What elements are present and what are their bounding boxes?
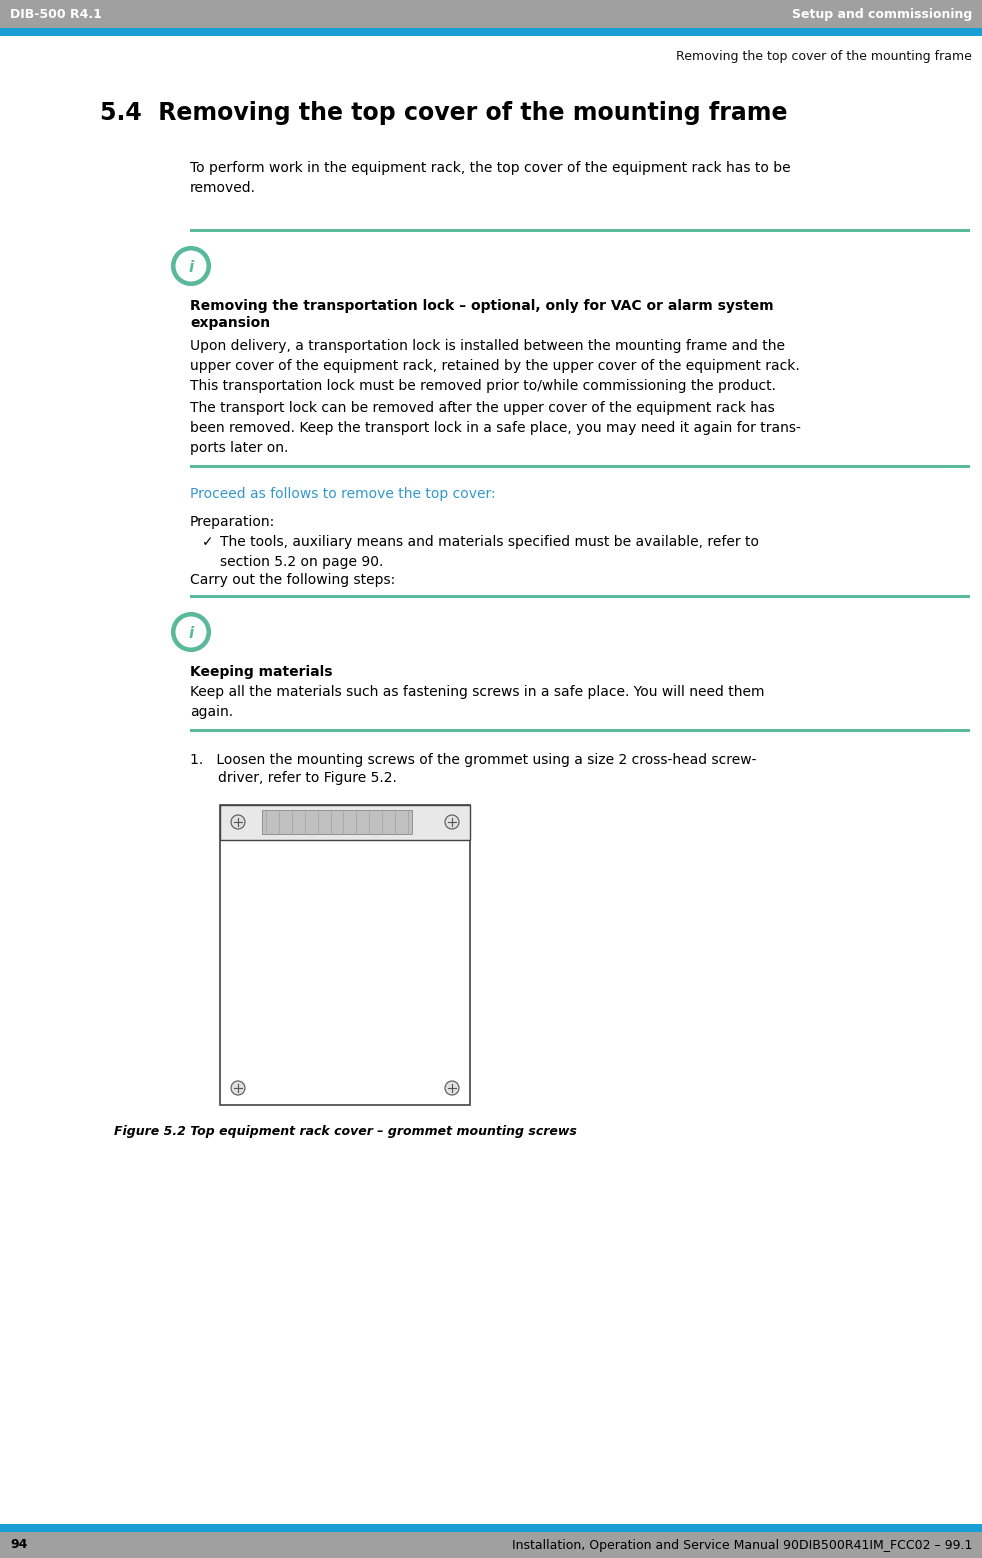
Bar <box>0 0 982 28</box>
Text: 1.   Loosen the mounting screws of the grommet using a size 2 cross-head screw-: 1. Loosen the mounting screws of the gro… <box>190 753 756 767</box>
Text: 5.4  Removing the top cover of the mounting frame: 5.4 Removing the top cover of the mounti… <box>100 101 788 125</box>
Text: 94: 94 <box>10 1538 27 1552</box>
Bar <box>190 595 970 598</box>
Bar <box>0 28 982 36</box>
Circle shape <box>445 1081 459 1095</box>
Text: Keeping materials: Keeping materials <box>190 665 333 679</box>
Circle shape <box>172 248 210 285</box>
Circle shape <box>445 815 459 829</box>
Circle shape <box>176 617 206 648</box>
Text: i: i <box>189 625 193 640</box>
Bar <box>0 1532 982 1558</box>
Text: To perform work in the equipment rack, the top cover of the equipment rack has t: To perform work in the equipment rack, t… <box>190 160 791 195</box>
Text: Removing the top cover of the mounting frame: Removing the top cover of the mounting f… <box>677 50 972 62</box>
Bar <box>190 229 970 232</box>
Text: Upon delivery, a transportation lock is installed between the mounting frame and: Upon delivery, a transportation lock is … <box>190 340 799 393</box>
Text: Removing the transportation lock – optional, only for VAC or alarm system: Removing the transportation lock – optio… <box>190 299 774 313</box>
Text: expansion: expansion <box>190 316 270 330</box>
Bar <box>190 729 970 732</box>
Bar <box>262 810 412 834</box>
Text: Figure 5.2 Top equipment rack cover – grommet mounting screws: Figure 5.2 Top equipment rack cover – gr… <box>114 1125 576 1137</box>
Text: ✓: ✓ <box>202 534 214 548</box>
Circle shape <box>231 815 245 829</box>
Text: Setup and commissioning: Setup and commissioning <box>791 8 972 20</box>
Bar <box>220 805 470 1105</box>
Text: driver, refer to Figure 5.2.: driver, refer to Figure 5.2. <box>218 771 397 785</box>
Text: The tools, auxiliary means and materials specified must be available, refer to
s: The tools, auxiliary means and materials… <box>220 534 759 569</box>
Circle shape <box>172 612 210 651</box>
Circle shape <box>231 1081 245 1095</box>
Text: Installation, Operation and Service Manual 90DIB500R41IM_FCC02 – 99.1: Installation, Operation and Service Manu… <box>512 1538 972 1552</box>
Bar <box>220 805 470 840</box>
Bar <box>190 464 970 467</box>
Circle shape <box>176 251 206 282</box>
Bar <box>0 1524 982 1532</box>
Text: Proceed as follows to remove the top cover:: Proceed as follows to remove the top cov… <box>190 488 496 502</box>
Text: i: i <box>189 260 193 274</box>
Text: Carry out the following steps:: Carry out the following steps: <box>190 573 395 587</box>
Text: Preparation:: Preparation: <box>190 516 275 530</box>
Text: DIB-500 R4.1: DIB-500 R4.1 <box>10 8 102 20</box>
Text: The transport lock can be removed after the upper cover of the equipment rack ha: The transport lock can be removed after … <box>190 400 801 455</box>
Text: Keep all the materials such as fastening screws in a safe place. You will need t: Keep all the materials such as fastening… <box>190 686 765 720</box>
